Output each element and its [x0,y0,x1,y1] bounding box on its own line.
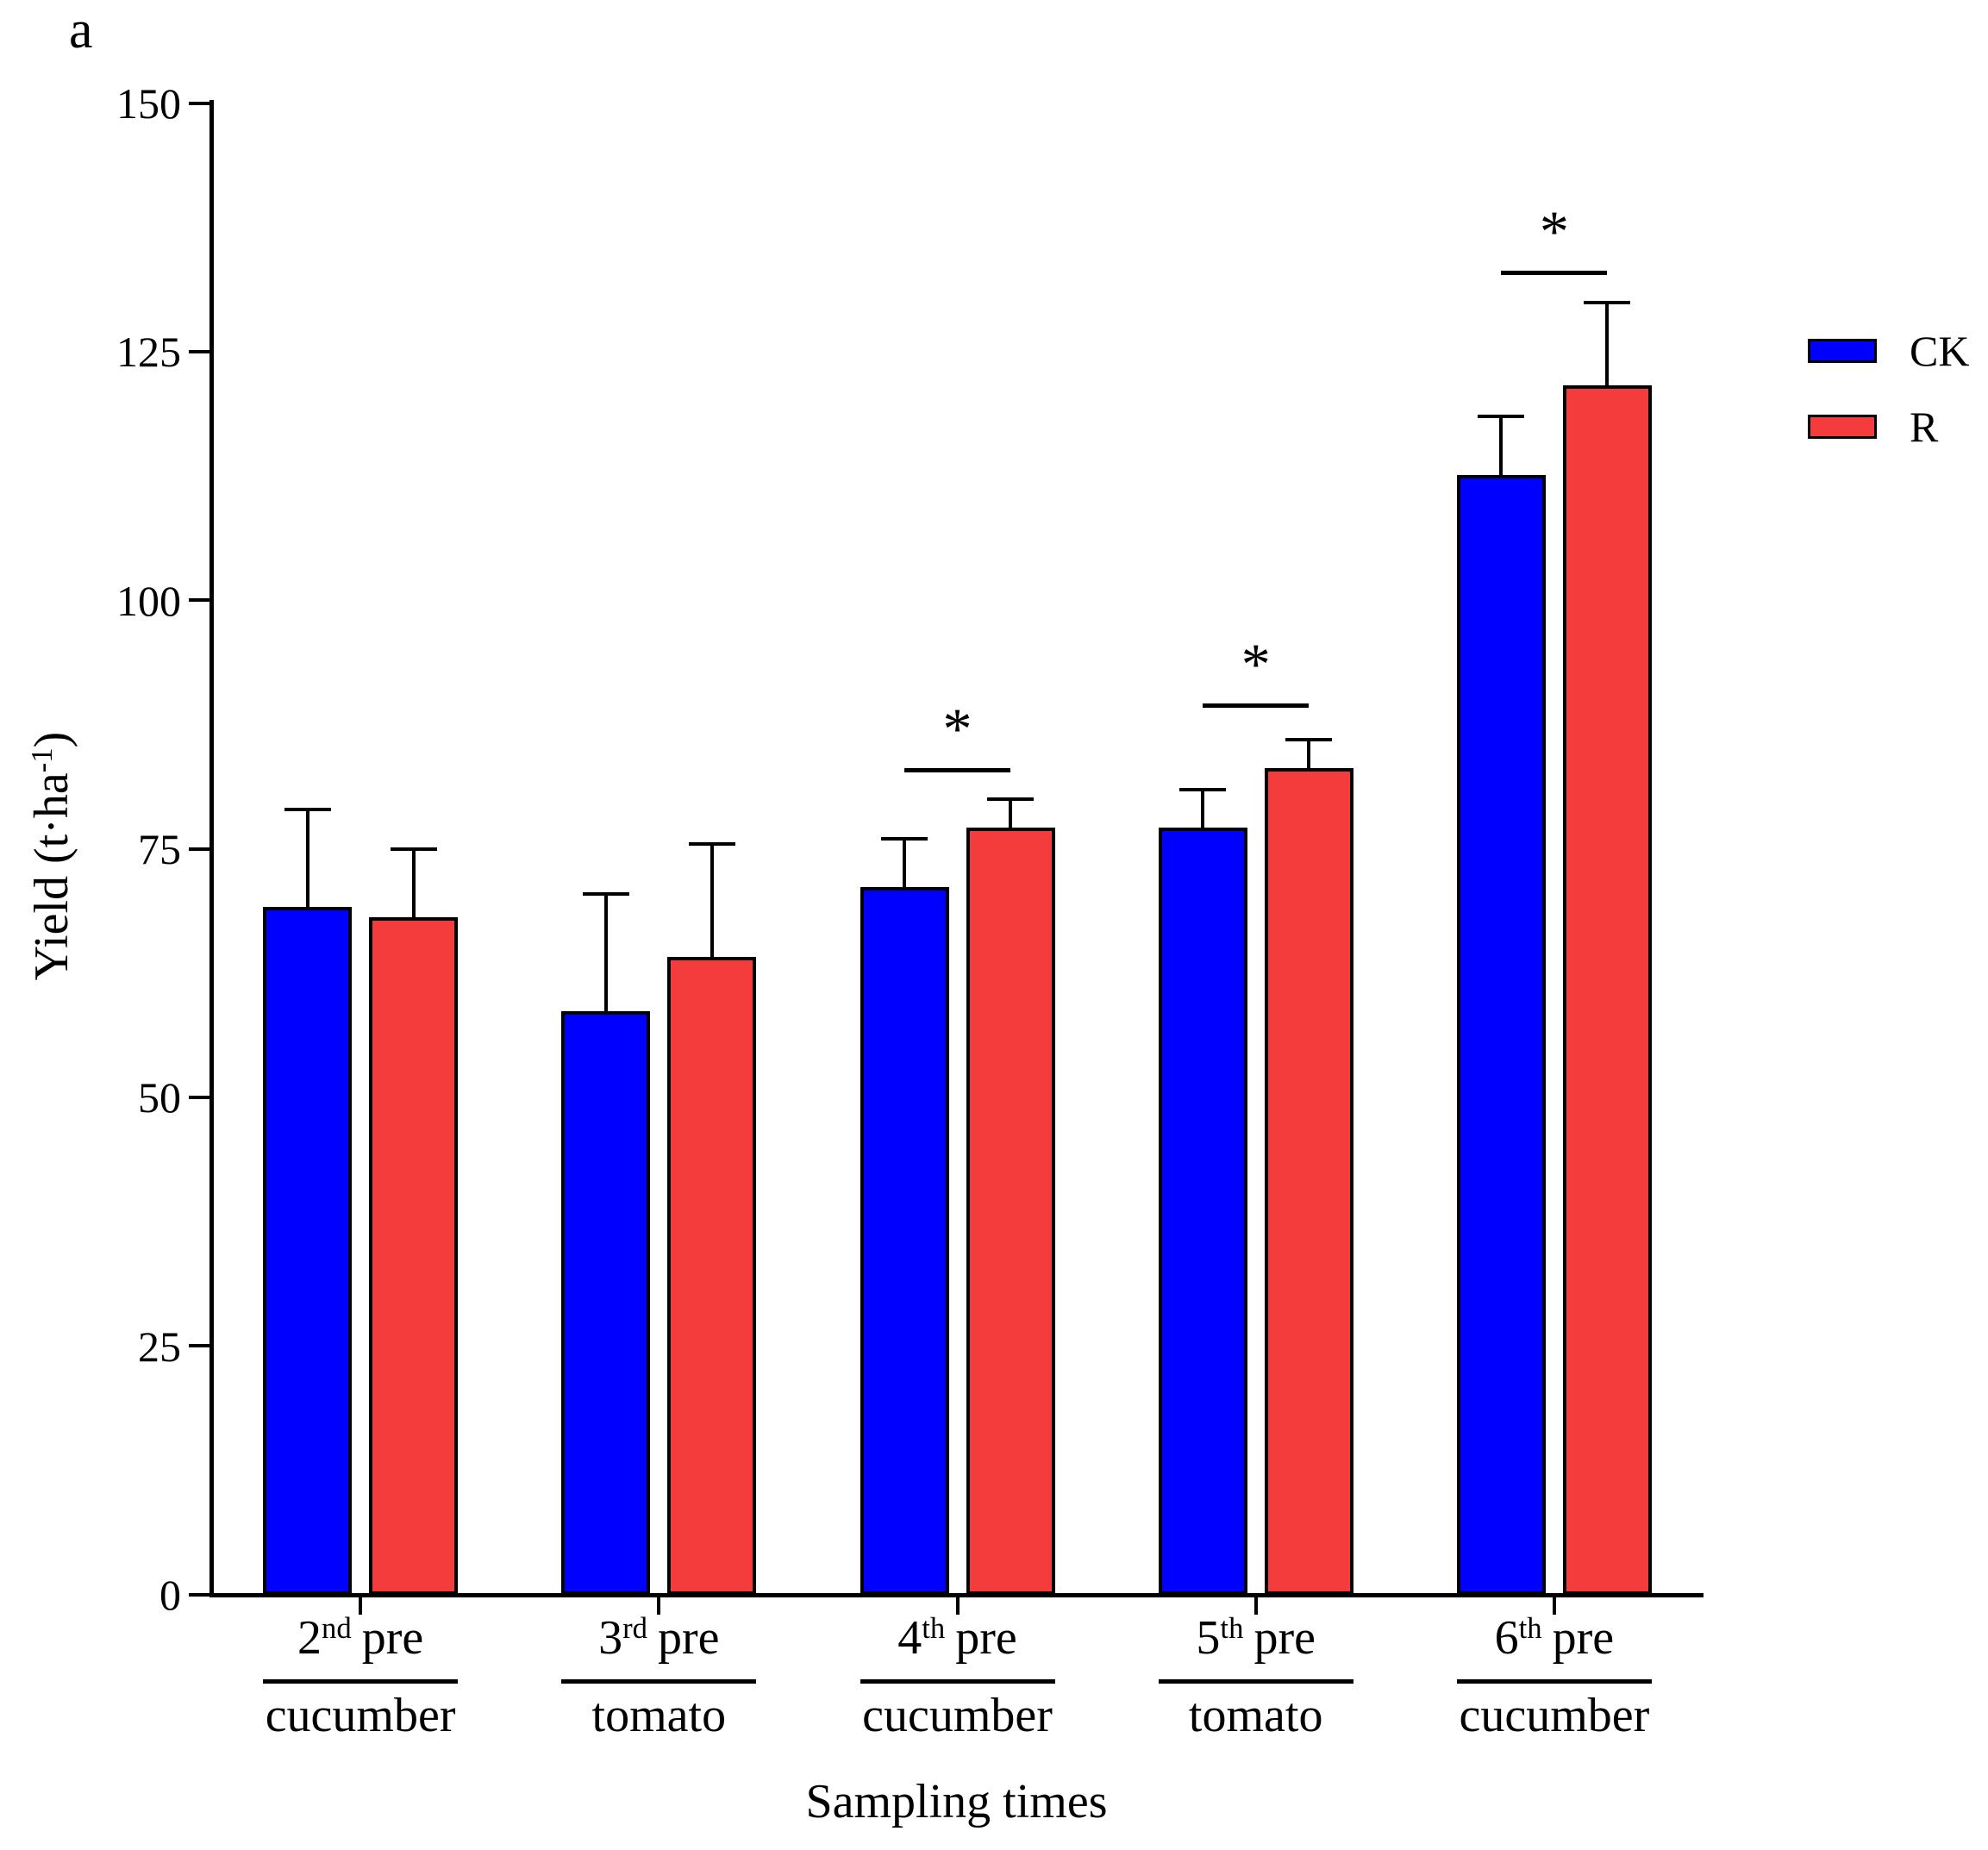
y-tick-mark [189,598,209,603]
error-bar-cap [1179,787,1227,791]
y-tick-mark [189,101,209,105]
bar-R-group2 [667,956,757,1595]
sampling-time-ordinal-suffix: th [1518,1610,1542,1645]
sampling-time-ordinal-suffix: nd [321,1610,352,1645]
sampling-time-label: 2nd pre [211,1610,510,1666]
category-underline [561,1679,757,1684]
error-bar-stem [411,847,416,921]
error-bar-cap [1285,738,1333,742]
crop-name-label: cucumber [862,1689,1053,1742]
legend-item-CK: CK [1808,329,1969,372]
sampling-time-label: 6th pre [1405,1610,1704,1666]
crop-name-label: tomato [591,1689,727,1742]
sampling-time-word: pre [1253,1611,1316,1665]
sampling-time-number: 2 [297,1611,322,1665]
category-underline [263,1679,459,1684]
bar-CK-group5 [1456,474,1546,1595]
x-tick-mark [657,1597,661,1615]
error-bar-stem [603,891,608,1016]
error-bar-cap [987,797,1034,802]
error-bar-cap [390,847,437,851]
y-tick-mark [189,349,209,353]
y-tick-label: 0 [159,1571,181,1619]
sampling-time-word: pre [1552,1611,1615,1665]
bar-R-group4 [1264,767,1353,1595]
error-bar-cap [688,842,735,847]
legend-item-R: R [1808,405,1938,448]
x-tick-mark [1253,1597,1258,1615]
y-tick-label: 75 [138,825,181,873]
y-tick-mark [189,1095,209,1099]
category-underline [1158,1679,1353,1684]
bar-R-group5 [1562,384,1652,1595]
legend-swatch-CK [1808,339,1877,363]
error-bar-stem [710,842,714,960]
category-underline [860,1679,1055,1684]
error-bar-cap [881,837,928,841]
x-axis-line [209,1593,1704,1597]
sampling-time-number: 6 [1494,1611,1519,1665]
sampling-time-word: pre [955,1611,1017,1665]
significance-asterisk: * [1241,630,1271,697]
crop-name-label: cucumber [265,1689,456,1742]
significance-asterisk: * [1539,198,1569,265]
sampling-time-ordinal-suffix: th [922,1610,946,1645]
bar-CK-group1 [263,907,353,1595]
sampling-time-number: 4 [897,1611,922,1665]
x-tick-mark [359,1597,363,1615]
bar-CK-group2 [561,1011,651,1595]
bar-R-group3 [966,827,1055,1595]
error-bar-cap [284,807,331,811]
sampling-time-label: 5th pre [1107,1610,1405,1666]
y-axis-line [209,100,214,1597]
bar-CK-group4 [1158,827,1247,1595]
legend-swatch-R [1808,415,1877,439]
y-tick-label: 50 [138,1073,181,1122]
error-bar-stem [1605,300,1610,389]
bar-CK-group3 [860,887,949,1595]
significance-line [1501,271,1608,276]
y-tick-label: 25 [138,1322,181,1371]
sampling-time-number: 3 [598,1611,623,1665]
x-tick-mark [1552,1597,1556,1615]
legend-label-CK: CK [1910,327,1970,375]
y-tick-mark [189,1592,209,1597]
crop-name-label: tomato [1188,1689,1323,1742]
category-underline [1456,1679,1652,1684]
sampling-time-ordinal-suffix: rd [622,1610,647,1645]
sampling-time-word: pre [658,1611,720,1665]
error-bar-stem [1201,787,1205,831]
x-axis-title: Sampling times [805,1775,1108,1828]
crop-name-label: cucumber [1459,1689,1650,1742]
sampling-time-label: 4th pre [809,1610,1107,1666]
error-bar-stem [1009,797,1012,831]
significance-asterisk: * [942,695,972,761]
error-bar-cap [1478,415,1525,419]
y-tick-label: 125 [116,328,181,377]
y-tick-label: 100 [116,576,181,625]
y-tick-mark [189,847,209,851]
bar-R-group1 [369,916,459,1595]
y-tick-mark [189,1344,209,1348]
sampling-time-ordinal-suffix: th [1220,1610,1244,1645]
sampling-time-number: 5 [1196,1611,1221,1665]
legend-label-R: R [1910,403,1939,451]
error-bar-stem [1499,415,1504,478]
error-bar-stem [903,837,906,891]
error-bar-stem [305,807,309,911]
error-bar-cap [582,891,629,896]
y-tick-label: 150 [116,79,181,128]
sampling-time-word: pre [361,1611,424,1665]
error-bar-stem [1307,738,1311,772]
significance-line [904,767,1010,772]
panel-letter-label: a [69,1,93,59]
x-tick-mark [955,1597,960,1615]
significance-line [1203,703,1310,708]
sampling-time-label: 3rd pre [510,1610,808,1666]
error-bar-cap [1584,300,1631,304]
